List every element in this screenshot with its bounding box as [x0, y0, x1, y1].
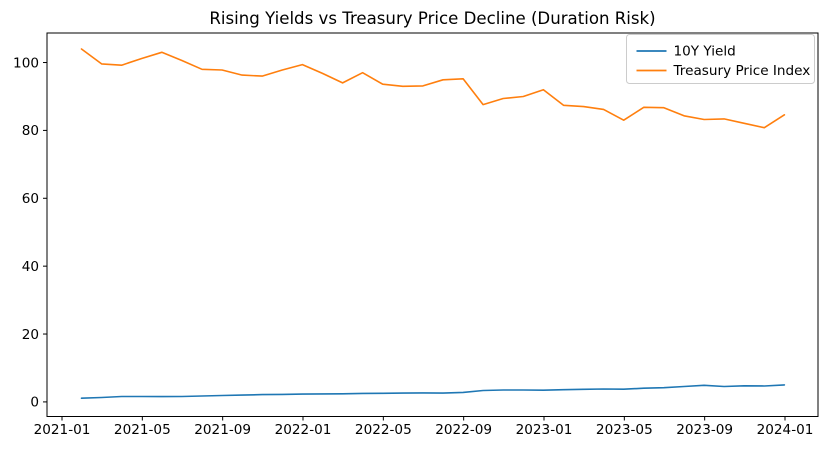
x-tick-label: 2021-09 [194, 422, 251, 438]
x-tick-label: 2022-05 [355, 422, 412, 438]
plot-frame [46, 32, 819, 417]
series-layer [80, 48, 786, 400]
series-line-treasury-price-index [80, 48, 786, 129]
x-tick-label: 2023-01 [516, 422, 573, 438]
legend-box [626, 34, 815, 84]
y-tick-label: 0 [30, 395, 39, 411]
legend-label-10y-yield: 10Y Yield [674, 44, 736, 60]
x-tick-label: 2023-09 [676, 422, 733, 438]
chart-title: Rising Yields vs Treasury Price Decline … [209, 9, 655, 28]
y-tick-label: 40 [22, 259, 39, 275]
x-tick-label: 2022-01 [275, 422, 332, 438]
x-tick-label: 2024-01 [757, 422, 814, 438]
x-tick-label: 2021-05 [114, 422, 171, 438]
legend: 10Y Yield Treasury Price Index [626, 34, 815, 84]
y-tick-label: 60 [22, 191, 39, 207]
y-tick-label: 100 [13, 55, 39, 71]
series-line-10y-yield [80, 384, 786, 400]
y-tick-label: 20 [22, 327, 39, 343]
y-tick-label: 80 [22, 123, 39, 139]
x-tick-label: 2022-09 [435, 422, 492, 438]
x-tick-label: 2023-05 [596, 422, 653, 438]
x-tick-label: 2021-01 [34, 422, 91, 438]
axes-layer: 2021-01 2021-05 2021-09 2022-01 2022-05 2022-… [13, 32, 819, 438]
legend-label-treasury-price-index: Treasury Price Index [673, 63, 811, 79]
